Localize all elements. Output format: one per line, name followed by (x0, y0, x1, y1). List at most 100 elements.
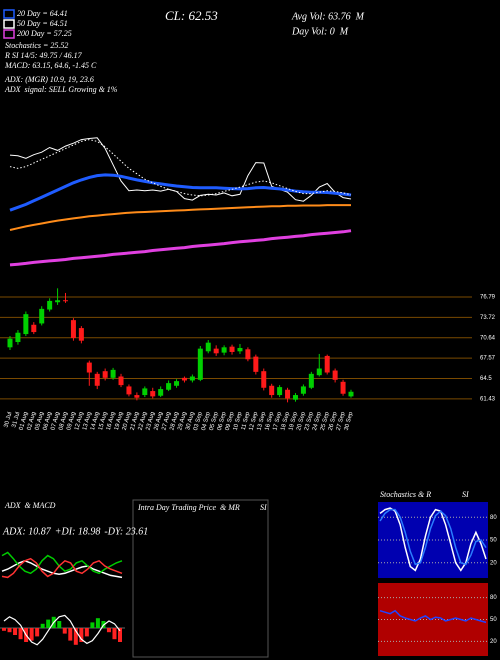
y-tick-label: 80 (490, 595, 497, 601)
y-tick-label: 67.57 (480, 356, 496, 362)
y-tick-label: 76.79 (480, 295, 496, 301)
x-tick-label: 13 Sep (256, 411, 267, 432)
avg-volume: Avg Vol: 63.76 M (291, 11, 365, 22)
adx-legend: -DY: 23.61 (104, 526, 148, 537)
y-tick-label: 64.5 (480, 376, 492, 382)
candle-body (39, 308, 45, 324)
macd-bar (106, 628, 111, 633)
x-tick-label: 10 Sep (233, 411, 244, 432)
x-tick-label: 12 Aug (74, 411, 85, 431)
x-tick-label: 31 Jul (11, 411, 21, 428)
stoch-subtitle: SI (462, 490, 469, 499)
adx-line (1, 560, 123, 579)
candle-body (277, 387, 283, 396)
adx-line (1, 557, 123, 579)
x-tick-label: 06 Sep (217, 411, 228, 432)
legend-swatch (3, 19, 15, 29)
ema-line (9, 139, 352, 197)
x-tick-label: 08 Aug (58, 411, 69, 431)
x-tick-label: 16 Aug (106, 411, 117, 431)
candle-body (189, 376, 195, 381)
y-tick-label: 50 (490, 617, 497, 623)
x-tick-label: 26 Sep (328, 411, 339, 432)
x-tick-label: 12 Sep (249, 411, 260, 432)
x-tick-label: 30 Jul (4, 411, 14, 428)
candle-body (348, 391, 354, 397)
candle-body (166, 383, 172, 390)
x-tick-label: 14 Aug (90, 411, 101, 431)
x-tick-label: 21 Aug (130, 411, 141, 431)
annotation: MACD: 63.15, 64.6, -1.45 C (4, 61, 97, 70)
x-tick-label: 03 Sep (193, 411, 204, 432)
candle-body (253, 356, 259, 372)
candle-body (102, 371, 108, 378)
x-tick-label: 13 Aug (82, 411, 93, 431)
candle-body (213, 348, 219, 354)
ema-line (9, 229, 352, 267)
macd-bar (68, 628, 73, 641)
x-tick-label: 25 Sep (320, 411, 331, 432)
x-tick-label: 26 Aug (153, 411, 164, 431)
x-tick-label: 09 Sep (225, 411, 236, 432)
macd-bar (13, 628, 18, 635)
y-tick-label: 20 (490, 560, 497, 566)
candle-body (94, 373, 100, 386)
candle-body (47, 300, 53, 310)
x-tick-label: 05 Aug (35, 411, 46, 431)
candle-body (142, 388, 148, 396)
x-tick-label: 30 Sep (344, 411, 355, 432)
x-tick-label: 23 Sep (304, 411, 315, 432)
macd-bar (35, 628, 40, 637)
adx-legend: ADX: 10.87 (2, 526, 52, 537)
y-tick-label: 50 (490, 538, 497, 544)
x-tick-label: 01 Aug (19, 411, 30, 431)
candle-body (15, 332, 21, 343)
candle-body (300, 386, 306, 394)
candle-body (340, 381, 346, 394)
legend-swatch (3, 9, 15, 19)
macd-bar (90, 622, 95, 628)
x-tick-label: 16 Sep (264, 411, 275, 432)
adx-legend: +DI: 18.98 (55, 526, 101, 537)
legend-label: 50 Day = 64.51 (17, 19, 68, 28)
candle-body (23, 314, 29, 335)
candle-body (245, 349, 251, 360)
adx-line (1, 551, 123, 575)
x-tick-label: 09 Aug (66, 411, 77, 431)
stoch-title: Stochastics & R (380, 490, 431, 499)
candle-body (31, 324, 37, 333)
legend-swatch (3, 29, 15, 39)
x-tick-label: 05 Sep (209, 411, 220, 432)
candle-body (285, 389, 291, 399)
intraday-title: Intra Day Trading Price & MR (137, 503, 240, 512)
macd-bar (95, 618, 100, 628)
close-price: CL: 62.53 (165, 8, 218, 23)
candle-body (181, 377, 187, 381)
candle-body (269, 385, 275, 396)
macd-bar (118, 628, 122, 642)
x-tick-label: 19 Aug (114, 411, 125, 431)
candle-body (316, 368, 322, 376)
macd-bar (62, 628, 67, 634)
intraday-subtitle: SI (260, 503, 267, 512)
candle-body (63, 300, 69, 302)
macd-bar (18, 628, 23, 640)
adx-title: ADX & MACD (4, 501, 56, 510)
macd-bar (7, 628, 12, 633)
intraday-panel (132, 499, 269, 658)
macd-bar (57, 621, 62, 628)
x-tick-label: 17 Sep (272, 411, 283, 432)
candle-body (78, 328, 84, 341)
x-tick-label: 23 Aug (146, 411, 157, 431)
x-tick-label: 06 Aug (42, 411, 53, 431)
x-tick-label: 24 Sep (312, 411, 323, 432)
x-tick-label: 30 Aug (185, 411, 196, 431)
macd-bar (84, 628, 89, 637)
candle-body (70, 320, 76, 339)
macd-bar (46, 619, 51, 628)
candle-body (7, 338, 13, 348)
x-tick-label: 15 Aug (98, 411, 109, 431)
candle-body (174, 381, 180, 386)
macd-bar (112, 628, 117, 640)
